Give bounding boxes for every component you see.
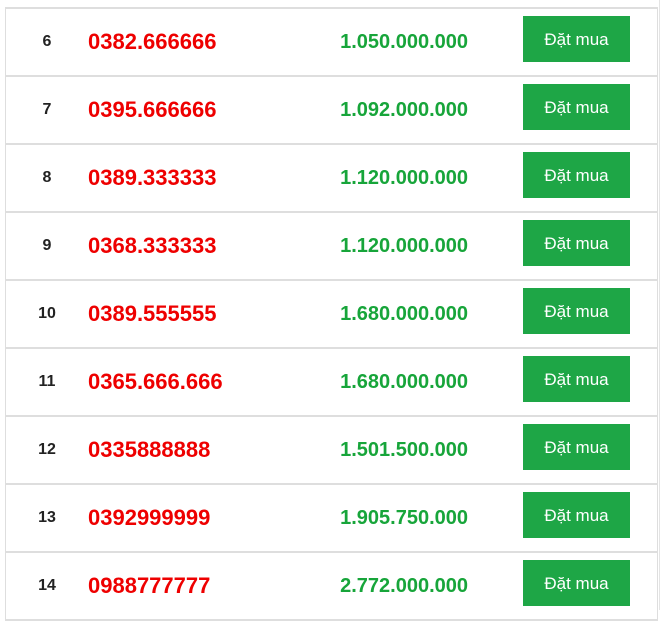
row-index: 11 (38, 373, 56, 390)
price: 1.092.000.000 (340, 99, 468, 121)
order-button[interactable]: Đặt mua (523, 220, 630, 266)
order-button[interactable]: Đặt mua (523, 560, 630, 606)
order-button[interactable]: Đặt mua (523, 288, 630, 334)
table-row: 7 0395.666666 1.092.000.000 Đặt mua (6, 77, 657, 145)
order-button[interactable]: Đặt mua (523, 356, 630, 402)
phone-number[interactable]: 0335888888 (88, 437, 211, 462)
price: 1.680.000.000 (340, 303, 468, 325)
price: 1.501.500.000 (340, 439, 468, 461)
row-index: 14 (38, 577, 56, 594)
phone-number[interactable]: 0395.666666 (88, 97, 217, 122)
row-index: 10 (38, 305, 56, 322)
phone-number[interactable]: 0365.666.666 (88, 369, 223, 394)
order-button[interactable]: Đặt mua (523, 16, 630, 62)
row-index: 8 (42, 169, 52, 186)
price: 1.050.000.000 (340, 31, 468, 53)
table-row: 10 0389.555555 1.680.000.000 Đặt mua (6, 281, 657, 349)
price: 1.680.000.000 (340, 371, 468, 393)
phone-number[interactable]: 0368.333333 (88, 233, 217, 258)
phone-number[interactable]: 0382.666666 (88, 29, 217, 54)
phone-number[interactable]: 0988777777 (88, 573, 211, 598)
page-divider (659, 0, 660, 610)
phone-number-table: 6 0382.666666 1.050.000.000 Đặt mua 7 0395.66… (5, 7, 658, 621)
table-row: 12 0335888888 1.501.500.000 Đặt mua (6, 417, 657, 485)
table-row: 6 0382.666666 1.050.000.000 Đặt mua (6, 9, 657, 77)
table-row: 13 0392999999 1.905.750.000 Đặt mua (6, 485, 657, 553)
row-index: 6 (42, 33, 52, 50)
price: 2.772.000.000 (340, 575, 468, 597)
price: 1.120.000.000 (340, 235, 468, 257)
order-button[interactable]: Đặt mua (523, 492, 630, 538)
order-button[interactable]: Đặt mua (523, 84, 630, 130)
row-index: 7 (42, 101, 52, 118)
phone-number[interactable]: 0389.555555 (88, 301, 217, 326)
table-row: 11 0365.666.666 1.680.000.000 Đặt mua (6, 349, 657, 417)
phone-number[interactable]: 0389.333333 (88, 165, 217, 190)
row-index: 12 (38, 441, 56, 458)
table-row: 8 0389.333333 1.120.000.000 Đặt mua (6, 145, 657, 213)
row-index: 9 (42, 237, 52, 254)
table-row: 14 0988777777 2.772.000.000 Đặt mua (6, 553, 657, 621)
price: 1.120.000.000 (340, 167, 468, 189)
phone-number[interactable]: 0392999999 (88, 505, 211, 530)
price: 1.905.750.000 (340, 507, 468, 529)
row-index: 13 (38, 509, 56, 526)
table-row: 9 0368.333333 1.120.000.000 Đặt mua (6, 213, 657, 281)
order-button[interactable]: Đặt mua (523, 424, 630, 470)
order-button[interactable]: Đặt mua (523, 152, 630, 198)
